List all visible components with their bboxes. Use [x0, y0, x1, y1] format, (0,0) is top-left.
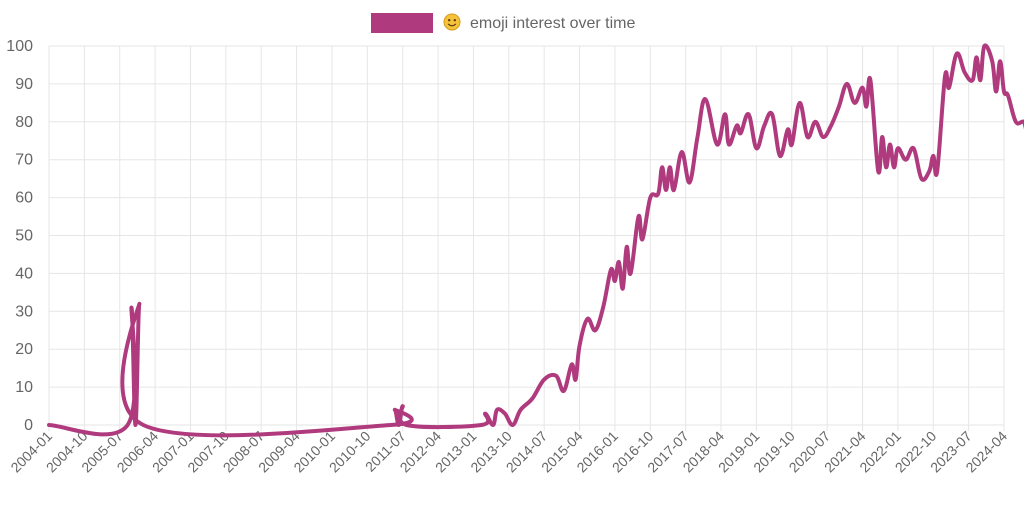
x-gridlines: [48, 46, 1005, 431]
y-tick-label: 50: [15, 228, 33, 245]
y-tick-label: 70: [15, 152, 33, 169]
y-tick-label: 60: [15, 190, 33, 207]
y-axis-ticks: 0 10 20 30 40 50 60 70 80 90 100: [6, 38, 33, 434]
y-tick-label: 90: [15, 76, 33, 93]
series-line[interactable]: [47, 43, 1024, 438]
y-tick-label: 100: [6, 38, 33, 55]
x-axis-ticks: 2004-012004-102005-072006-042007-012007-…: [7, 428, 1010, 476]
slightly-smiling-face-emoji-icon: [443, 13, 461, 31]
y-tick-label: 0: [24, 417, 33, 434]
y-tick-label: 10: [15, 379, 33, 396]
y-tick-label: 80: [15, 114, 33, 131]
y-gridlines: [49, 45, 1004, 426]
y-tick-label: 30: [15, 303, 33, 320]
y-tick-label: 40: [15, 265, 33, 282]
legend-label: emoji interest over time: [470, 15, 635, 32]
y-tick-label: 20: [15, 341, 33, 358]
legend-swatch[interactable]: [371, 13, 433, 33]
legend[interactable]: emoji interest over time: [371, 13, 635, 33]
